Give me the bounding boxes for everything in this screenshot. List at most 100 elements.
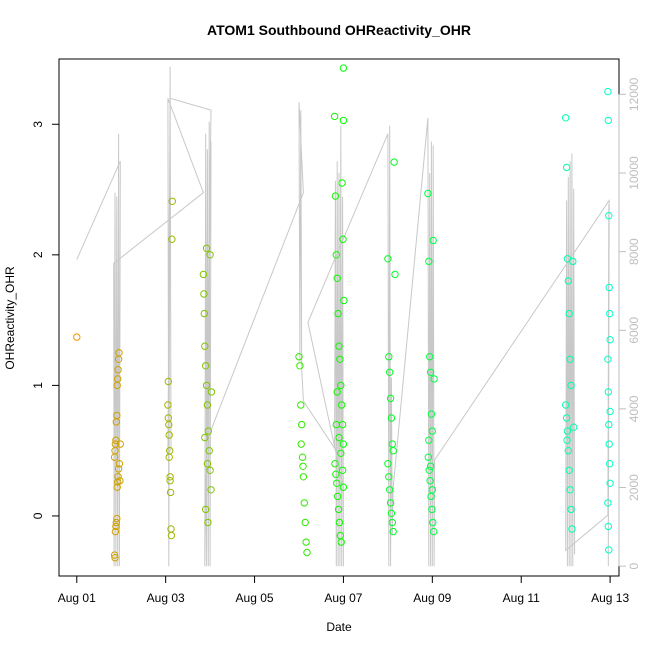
data-point xyxy=(565,309,573,318)
data-point xyxy=(168,235,176,243)
data-point xyxy=(336,355,344,363)
x-tick-label: Aug 13 xyxy=(591,591,629,605)
data-point xyxy=(330,112,339,121)
data-point xyxy=(112,518,121,527)
data-point xyxy=(207,486,215,494)
data-point xyxy=(390,158,398,166)
data-point xyxy=(332,251,340,259)
data-point xyxy=(115,460,124,468)
data-point xyxy=(302,538,310,546)
data-point xyxy=(337,538,345,546)
data-point xyxy=(111,527,120,536)
data-point xyxy=(297,401,305,409)
data-point xyxy=(202,381,211,390)
data-point xyxy=(202,362,210,370)
data-point xyxy=(605,212,613,220)
data-point xyxy=(386,499,395,507)
data-point xyxy=(606,309,614,318)
data-point xyxy=(604,388,612,396)
data-point xyxy=(385,473,393,481)
data-point xyxy=(337,449,345,457)
x-tick-label: Aug 01 xyxy=(58,591,96,605)
scatter-points xyxy=(73,64,614,562)
data-point xyxy=(428,505,436,514)
data-point xyxy=(339,235,347,243)
data-point xyxy=(166,477,174,485)
data-point xyxy=(204,518,212,527)
data-point xyxy=(203,460,212,468)
data-point xyxy=(114,465,123,473)
data-point xyxy=(385,353,393,361)
data-point xyxy=(387,509,396,517)
data-point xyxy=(332,420,340,429)
data-point xyxy=(335,518,344,527)
data-point xyxy=(295,353,303,361)
data-point xyxy=(338,179,346,187)
data-point xyxy=(338,401,346,409)
y-right-tick-label: 6000 xyxy=(627,317,641,344)
x-axis-label: Date xyxy=(326,620,352,634)
data-point xyxy=(334,505,343,514)
data-point xyxy=(564,277,572,285)
data-point xyxy=(430,527,438,536)
data-point xyxy=(335,433,343,442)
data-point xyxy=(386,486,394,494)
y-right-tick-label: 8000 xyxy=(627,238,641,265)
data-point xyxy=(386,368,394,376)
data-point xyxy=(386,394,395,403)
y-right-tick-label: 10000 xyxy=(627,156,641,190)
data-point xyxy=(164,401,172,409)
data-point xyxy=(563,436,571,444)
data-point xyxy=(339,116,348,125)
data-point xyxy=(207,388,216,396)
data-point xyxy=(562,163,571,172)
x-tick-label: Aug 11 xyxy=(503,591,540,605)
data-point xyxy=(116,440,125,448)
data-point xyxy=(199,270,208,279)
data-point xyxy=(338,466,347,474)
data-point xyxy=(201,433,209,442)
data-point xyxy=(206,251,214,259)
data-point xyxy=(426,477,434,485)
data-point xyxy=(605,283,613,292)
y-axis: 0 1 2 3 xyxy=(31,121,60,519)
data-point xyxy=(206,466,214,474)
data-point xyxy=(562,401,570,409)
data-point xyxy=(114,375,122,383)
data-point xyxy=(111,440,120,448)
data-point xyxy=(427,410,436,418)
data-point xyxy=(339,64,348,72)
data-point xyxy=(563,427,572,435)
data-point xyxy=(425,466,433,474)
right-axis-line xyxy=(76,66,610,567)
y-right-tick-label: 12000 xyxy=(627,77,641,111)
data-point xyxy=(384,255,392,263)
data-point xyxy=(566,486,574,494)
data-point xyxy=(164,414,173,422)
data-point xyxy=(334,309,342,318)
data-point xyxy=(426,462,435,470)
data-point xyxy=(203,401,212,409)
data-point xyxy=(111,554,119,562)
data-point xyxy=(562,414,571,422)
data-point xyxy=(562,114,570,122)
data-point xyxy=(113,411,121,420)
data-point xyxy=(428,427,436,435)
data-point xyxy=(331,192,340,200)
data-point xyxy=(565,466,573,474)
data-point xyxy=(110,551,119,559)
data-point xyxy=(296,362,304,370)
data-point xyxy=(425,257,433,266)
data-point xyxy=(606,336,614,344)
y-right-tick-label: 4000 xyxy=(627,395,641,422)
data-point xyxy=(606,407,614,416)
data-point xyxy=(166,473,174,481)
data-point xyxy=(298,453,307,461)
data-point xyxy=(114,366,122,374)
data-point xyxy=(604,116,612,125)
data-point xyxy=(569,257,577,266)
data-point xyxy=(300,499,308,507)
data-point xyxy=(115,349,123,357)
data-point xyxy=(387,414,396,422)
